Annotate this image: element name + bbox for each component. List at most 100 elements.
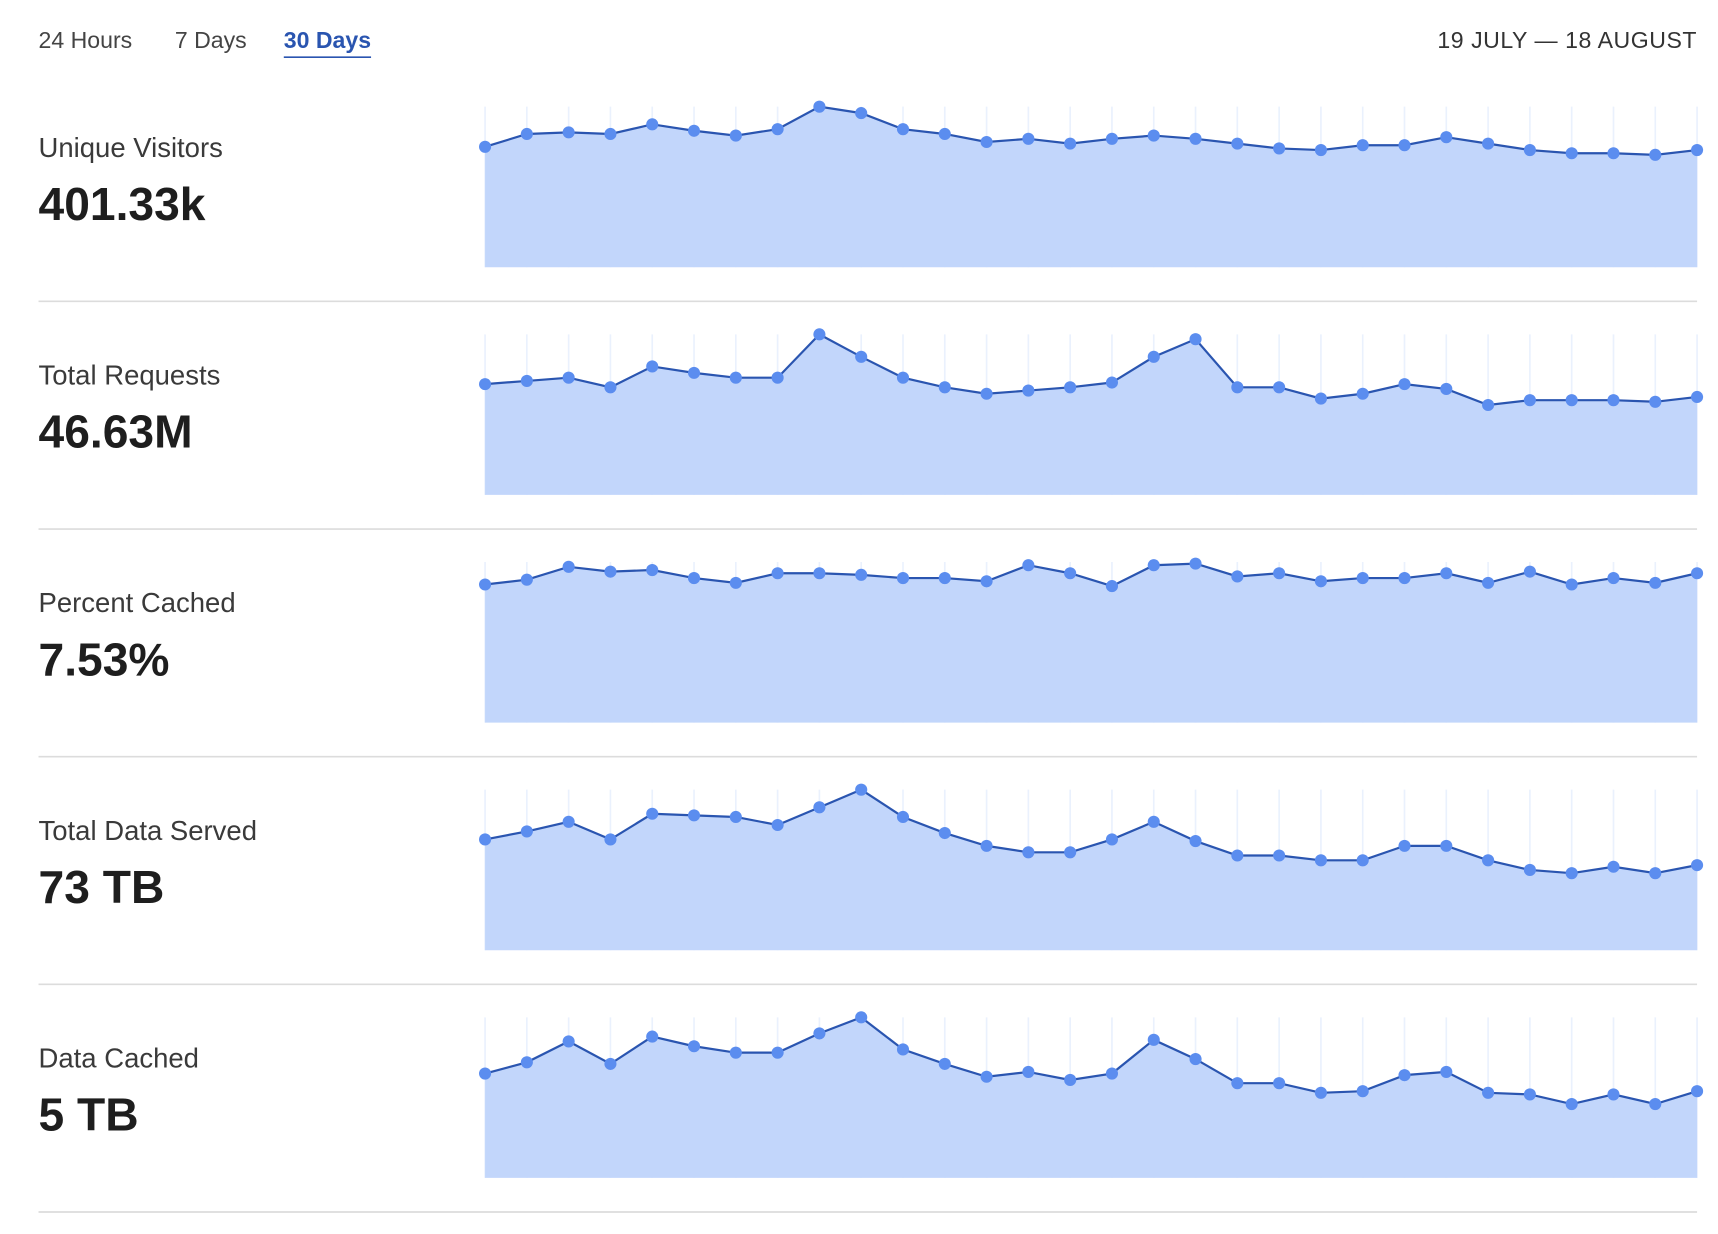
data-point (1482, 1086, 1495, 1099)
data-point (980, 135, 993, 149)
data-point (1189, 132, 1202, 145)
data-point (646, 563, 659, 577)
metric-label: Percent Cached (39, 587, 236, 618)
data-point (938, 826, 951, 840)
time-range-tab[interactable]: 24 Hours (39, 27, 133, 53)
data-point (1398, 572, 1411, 585)
data-point (1273, 142, 1286, 155)
data-point (1523, 565, 1536, 578)
data-point (1105, 1067, 1119, 1080)
metric-label: Total Data Served (39, 815, 257, 846)
data-point (1649, 867, 1662, 880)
data-point (896, 123, 910, 136)
time-range-tab[interactable]: 7 Days (175, 27, 247, 53)
data-point (1273, 567, 1286, 580)
data-point (604, 1057, 617, 1070)
data-point (855, 568, 868, 581)
data-point (1064, 381, 1077, 394)
data-point (1189, 557, 1202, 570)
data-point (562, 815, 575, 828)
data-point (1523, 394, 1536, 407)
data-point (562, 126, 575, 139)
data-point (1398, 378, 1411, 391)
data-point (1356, 572, 1369, 585)
data-point (1440, 1065, 1453, 1078)
data-point (1022, 559, 1035, 572)
trend-line (484, 332, 1698, 407)
data-point (687, 809, 701, 822)
trend-line (484, 788, 1698, 875)
data-point (1314, 392, 1327, 405)
data-point (896, 1043, 910, 1056)
metric-total: 5 TB (39, 1089, 139, 1141)
data-point (1482, 576, 1495, 589)
data-point (1398, 839, 1411, 852)
data-point (1105, 376, 1119, 389)
time-range-tab[interactable]: 30 Days (284, 27, 371, 53)
data-point (520, 1056, 533, 1069)
trend-line (484, 1016, 1698, 1106)
data-point (1147, 559, 1160, 572)
data-point (1649, 395, 1662, 408)
data-point (729, 576, 742, 589)
metric-total: 46.63M (39, 406, 193, 458)
data-point (479, 140, 492, 153)
data-point (1105, 132, 1119, 145)
area-fill (485, 563, 1698, 723)
data-point (604, 833, 617, 846)
data-point (1064, 567, 1077, 580)
area-fill (485, 106, 1698, 268)
data-point (1105, 580, 1119, 593)
data-point (855, 1011, 868, 1024)
data-point (771, 567, 784, 580)
data-point (1691, 143, 1704, 157)
data-point (520, 374, 533, 387)
data-point (771, 818, 784, 832)
data-point (938, 572, 951, 585)
data-point (1022, 384, 1035, 397)
data-point (729, 371, 742, 384)
data-point (479, 833, 492, 846)
data-point (1147, 815, 1160, 828)
trend-line (484, 105, 1698, 156)
data-point (1356, 854, 1369, 867)
data-point (980, 1070, 993, 1083)
data-point (729, 1046, 742, 1059)
data-point (520, 825, 533, 838)
data-point (1607, 147, 1620, 160)
data-point (1440, 839, 1453, 852)
data-point (1523, 1088, 1536, 1101)
data-point (1565, 394, 1578, 407)
trend-line (484, 562, 1698, 588)
data-point (1231, 849, 1244, 862)
data-point (813, 1027, 826, 1040)
data-point (604, 565, 617, 578)
data-point (562, 1035, 575, 1048)
data-point (855, 350, 868, 363)
data-point (1565, 1097, 1578, 1111)
data-point (729, 129, 742, 142)
data-point (1356, 1085, 1369, 1098)
metric-label: Unique Visitors (39, 132, 223, 163)
data-point (646, 118, 659, 131)
data-point (1607, 1088, 1620, 1101)
data-point (646, 1030, 659, 1043)
data-point (1231, 381, 1244, 394)
data-point (1231, 570, 1244, 583)
data-point (687, 572, 701, 585)
data-point (813, 100, 826, 113)
area-fill (485, 789, 1698, 951)
data-point (980, 575, 993, 588)
data-point (1482, 137, 1495, 150)
data-point (1691, 390, 1704, 404)
data-point (1314, 1086, 1327, 1099)
data-point (1022, 1065, 1035, 1078)
metric-label: Data Cached (39, 1042, 199, 1073)
data-point (1607, 572, 1620, 585)
data-point (1523, 143, 1536, 157)
data-point (687, 124, 701, 137)
data-point (1147, 129, 1160, 142)
data-point (813, 567, 826, 580)
data-point (1691, 859, 1704, 872)
